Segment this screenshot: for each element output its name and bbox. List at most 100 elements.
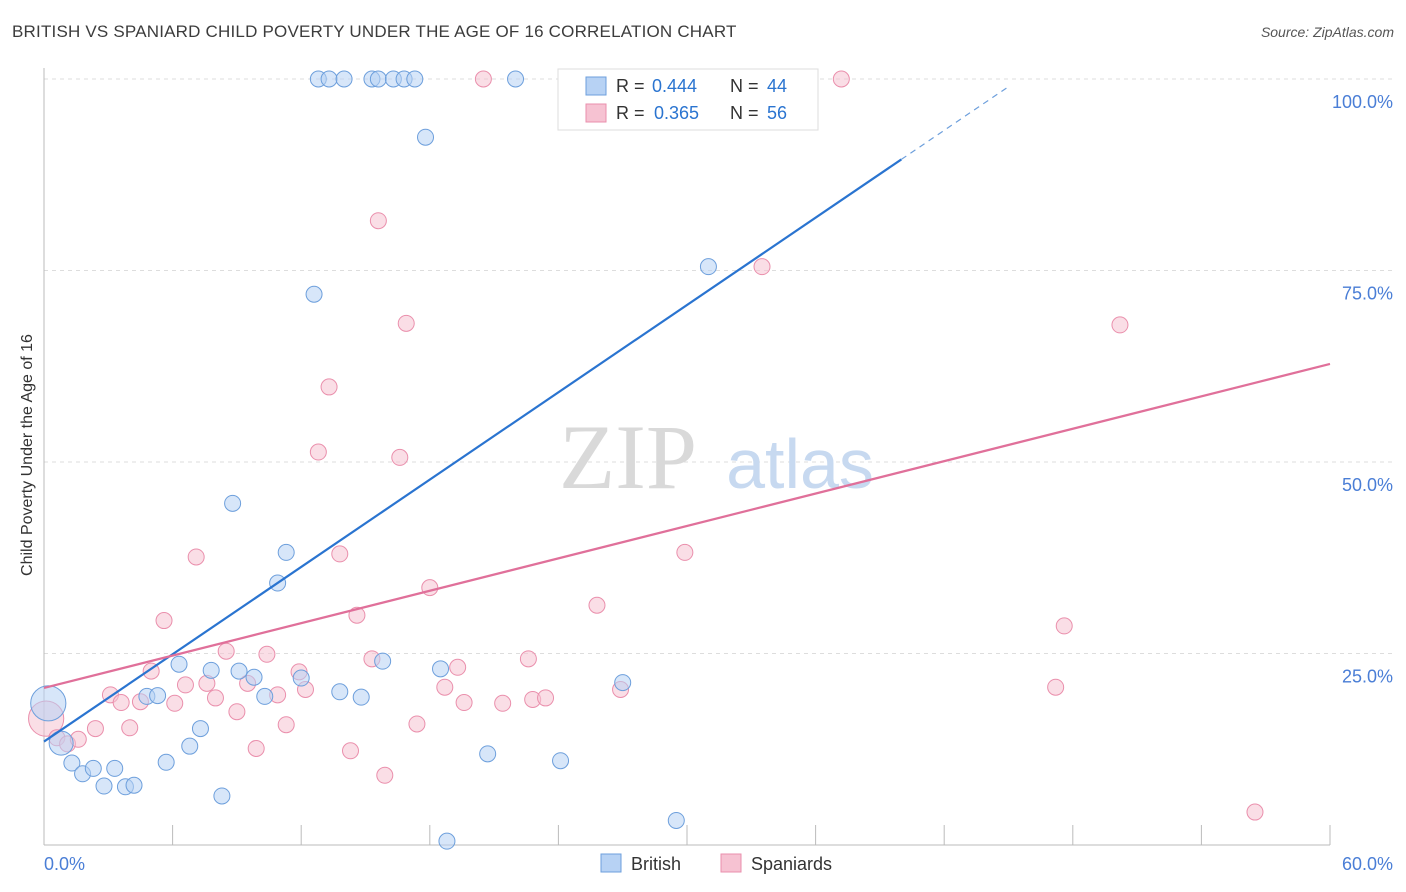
spaniards-point xyxy=(832,70,850,88)
axes xyxy=(43,68,1331,846)
spaniards-point xyxy=(588,596,606,614)
spaniards-point xyxy=(753,258,771,276)
spaniards-point xyxy=(455,694,473,712)
legend-british-label: British xyxy=(631,854,681,874)
british-r-label: R = xyxy=(616,76,645,96)
spaniards-point xyxy=(449,658,467,676)
british-point xyxy=(191,720,209,738)
spaniards-point xyxy=(391,448,409,466)
legend-british-swatch xyxy=(600,853,622,873)
spaniards-point xyxy=(112,694,130,712)
spaniards-point xyxy=(247,739,265,757)
spaniards-point xyxy=(155,612,173,630)
british-point xyxy=(63,754,81,772)
spaniards-point xyxy=(537,689,555,707)
british-point xyxy=(202,661,220,679)
british-point xyxy=(213,787,231,805)
spaniards-swatch xyxy=(585,103,607,123)
british-r-value: 0.444 xyxy=(652,76,697,96)
british-point xyxy=(438,832,456,850)
british-point xyxy=(479,745,497,763)
british-point xyxy=(699,258,717,276)
gridlines xyxy=(44,78,1395,654)
british-point xyxy=(106,759,124,777)
spaniards-point xyxy=(166,694,184,712)
british-point xyxy=(432,660,450,678)
british-point xyxy=(224,494,242,512)
british-point xyxy=(125,776,143,794)
spaniards-point xyxy=(187,548,205,566)
watermark-atlas: atlas xyxy=(726,425,874,503)
spaniards-point xyxy=(320,378,338,396)
spaniards-point xyxy=(309,443,327,461)
british-n-value: 44 xyxy=(767,76,787,96)
source-credit: Source: ZipAtlas.com xyxy=(1260,24,1394,40)
british-trendline xyxy=(43,158,902,743)
spaniards-point xyxy=(519,650,537,668)
british-point xyxy=(30,685,67,722)
spaniards-point xyxy=(369,212,387,230)
british-point xyxy=(369,70,387,88)
british-point xyxy=(170,655,188,673)
british-point xyxy=(320,70,338,88)
spaniards-n-value: 56 xyxy=(767,103,787,123)
spaniards-point xyxy=(176,676,194,694)
y-tick-label: 50.0% xyxy=(1342,475,1393,495)
chart-title: BRITISH VS SPANIARD CHILD POVERTY UNDER … xyxy=(12,22,737,41)
spaniards-point xyxy=(1055,617,1073,635)
british-point xyxy=(256,687,274,705)
british-point xyxy=(614,674,632,692)
british-point xyxy=(149,687,167,705)
spaniards-point xyxy=(408,715,426,733)
british-points xyxy=(30,70,717,850)
british-point xyxy=(335,70,353,88)
y-tick-label: 100.0% xyxy=(1332,92,1393,112)
british-trendline-extension xyxy=(900,86,1009,160)
spaniards-point xyxy=(331,545,349,563)
spaniards-point xyxy=(1246,803,1264,821)
legend-spaniards-label: Spaniards xyxy=(751,854,832,874)
british-point xyxy=(374,652,392,670)
x-tick-label-min: 0.0% xyxy=(44,854,85,874)
british-swatch xyxy=(585,76,607,96)
stats-legend: R = 0.444 N = 44 R = 0.365 N = 56 xyxy=(557,68,819,131)
spaniards-point xyxy=(474,70,492,88)
british-point xyxy=(507,70,525,88)
british-n-label: N = xyxy=(730,76,759,96)
spaniards-point xyxy=(494,694,512,712)
spaniards-r-value: 0.365 xyxy=(654,103,699,123)
series-legend: British Spaniards xyxy=(600,853,832,874)
y-tick-label: 75.0% xyxy=(1342,284,1393,304)
trendlines xyxy=(43,86,1331,743)
british-point xyxy=(331,683,349,701)
spaniards-point xyxy=(86,720,104,738)
watermark-zip: ZIP xyxy=(559,406,697,508)
spaniards-n-label: N = xyxy=(730,103,759,123)
british-point xyxy=(277,543,295,561)
british-point xyxy=(230,662,248,680)
british-point xyxy=(181,737,199,755)
spaniards-point xyxy=(676,543,694,561)
british-point xyxy=(157,753,175,771)
spaniards-r-label: R = xyxy=(616,103,645,123)
spaniards-point xyxy=(217,642,235,660)
spaniards-point xyxy=(206,689,224,707)
british-point xyxy=(352,688,370,706)
spaniards-point xyxy=(436,678,454,696)
spaniards-point xyxy=(121,719,139,737)
british-point xyxy=(292,669,310,687)
spaniards-point xyxy=(1111,316,1129,334)
spaniards-point xyxy=(1047,678,1065,696)
spaniards-point xyxy=(397,314,415,332)
spaniards-trendline xyxy=(43,362,1331,690)
legend-spaniards-swatch xyxy=(720,853,742,873)
spaniards-point xyxy=(341,742,359,760)
british-point xyxy=(84,759,102,777)
british-point xyxy=(95,777,113,795)
spaniards-point xyxy=(376,766,394,784)
tick-labels: 25.0% 50.0% 75.0% 100.0% 0.0% 60.0% xyxy=(44,92,1393,874)
british-point xyxy=(667,811,685,829)
british-point xyxy=(417,128,435,146)
british-point xyxy=(245,668,263,686)
